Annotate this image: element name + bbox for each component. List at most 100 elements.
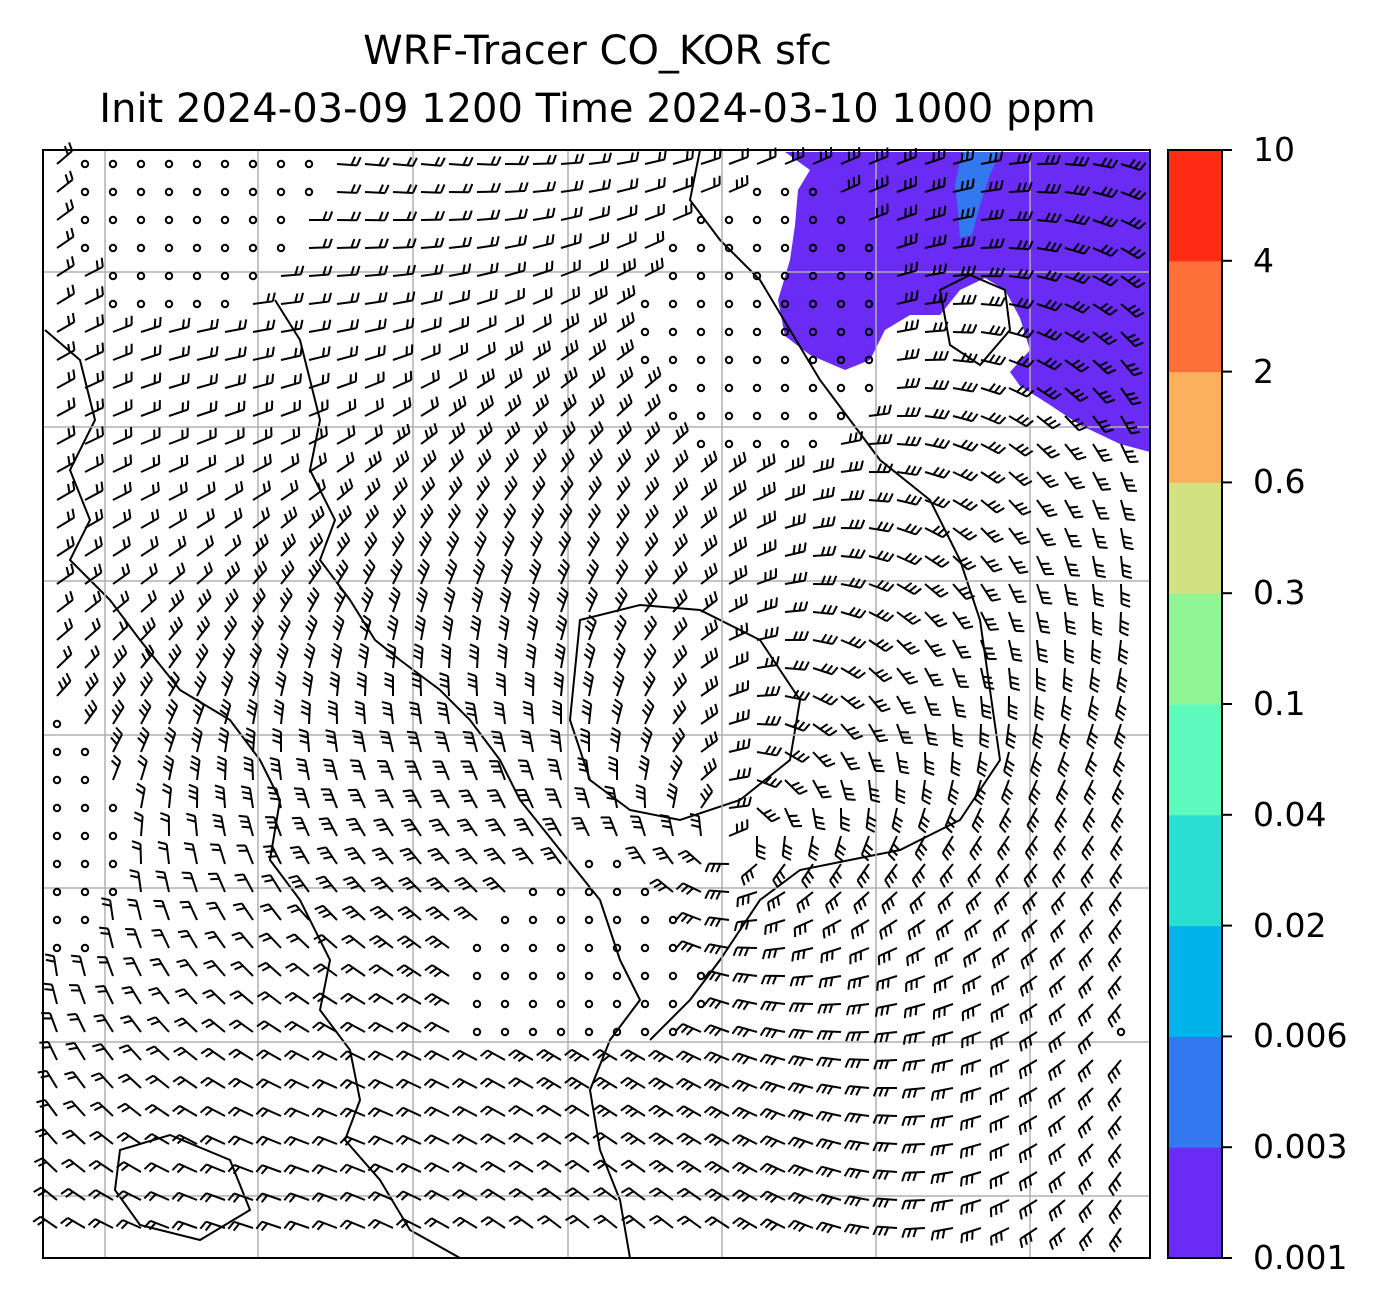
wind-barb bbox=[308, 319, 332, 333]
wind-barb bbox=[247, 670, 260, 697]
wind-barb bbox=[952, 149, 975, 165]
wind-barb bbox=[532, 260, 554, 277]
wind-barb bbox=[580, 727, 590, 753]
colorbar-segment bbox=[1168, 1036, 1222, 1148]
wind-barb bbox=[644, 204, 665, 221]
wind-barb bbox=[36, 1098, 58, 1117]
wind-barb bbox=[868, 723, 889, 743]
calm-marker bbox=[864, 243, 874, 253]
wind-barb bbox=[227, 1106, 254, 1117]
wind-barb bbox=[196, 561, 213, 585]
wind-barb bbox=[689, 812, 702, 837]
wind-barb bbox=[924, 350, 949, 361]
wind-barb bbox=[283, 1192, 310, 1203]
wind-barb bbox=[728, 651, 749, 669]
wind-barb bbox=[448, 210, 473, 221]
wind-barb bbox=[476, 448, 492, 473]
wind-barb bbox=[56, 312, 76, 333]
wind-barb bbox=[812, 575, 838, 586]
calm-marker bbox=[556, 1027, 566, 1037]
wind-barb bbox=[700, 675, 719, 697]
wind-barb bbox=[313, 934, 338, 949]
wind-barb bbox=[536, 1132, 562, 1145]
wind-barb bbox=[56, 227, 75, 249]
wind-barb bbox=[963, 947, 982, 968]
wind-barb bbox=[168, 643, 182, 669]
wind-barb bbox=[392, 477, 408, 501]
wind-barb bbox=[582, 670, 594, 697]
wind-barb bbox=[336, 211, 362, 222]
wind-barb bbox=[895, 779, 906, 805]
wind-barb bbox=[620, 1132, 646, 1146]
wind-barb bbox=[1022, 891, 1038, 916]
calm-marker bbox=[584, 999, 594, 1009]
colorbar-tick-label: 0.006 bbox=[1253, 1016, 1348, 1056]
wind-barb bbox=[868, 147, 889, 165]
wind-barb bbox=[560, 313, 580, 333]
wind-barb bbox=[544, 788, 562, 809]
wind-barb bbox=[138, 698, 152, 725]
wind-barb bbox=[540, 846, 562, 865]
wind-barb bbox=[1108, 919, 1122, 945]
wind-barb bbox=[850, 919, 870, 940]
wind-barb bbox=[517, 759, 534, 781]
wind-barb bbox=[980, 151, 1004, 165]
wind-barb bbox=[193, 670, 207, 697]
wind-barb bbox=[675, 1077, 702, 1091]
wind-barb bbox=[392, 238, 417, 249]
wind-barb bbox=[112, 343, 133, 361]
wind-barb bbox=[125, 928, 142, 949]
wind-barb bbox=[625, 846, 646, 865]
wind-barb bbox=[1081, 835, 1095, 861]
calm-marker bbox=[780, 243, 790, 253]
wind-barb bbox=[224, 588, 239, 613]
wind-barb bbox=[644, 366, 662, 389]
calm-marker bbox=[108, 859, 118, 869]
calm-marker bbox=[584, 971, 594, 981]
wind-barb bbox=[704, 889, 730, 900]
wind-barb bbox=[960, 1199, 982, 1215]
wind-barb bbox=[952, 352, 978, 364]
wind-barb bbox=[1080, 863, 1094, 889]
wind-barb bbox=[840, 431, 864, 445]
wind-barb bbox=[196, 400, 218, 417]
wind-barb bbox=[593, 1214, 618, 1229]
wind-barb bbox=[377, 760, 394, 781]
calm-marker bbox=[640, 1027, 650, 1037]
wind-barb bbox=[479, 1077, 506, 1089]
wind-barb bbox=[907, 919, 926, 941]
wind-barb bbox=[787, 1082, 814, 1094]
wind-barb bbox=[530, 530, 543, 557]
wind-barb bbox=[840, 751, 861, 771]
wind-barb bbox=[952, 555, 977, 571]
wind-barb bbox=[1064, 443, 1087, 461]
wind-barb bbox=[140, 454, 161, 473]
calm-marker bbox=[556, 999, 566, 1009]
wind-barb bbox=[120, 1015, 142, 1033]
wind-barb bbox=[112, 399, 133, 417]
wind-barb bbox=[84, 286, 104, 305]
wind-barb bbox=[731, 1052, 758, 1065]
calm-marker bbox=[780, 439, 790, 449]
wind-barb bbox=[1018, 1171, 1038, 1192]
wind-barb bbox=[482, 876, 506, 893]
wind-barb bbox=[296, 757, 310, 781]
wind-barb bbox=[471, 586, 484, 613]
calm-marker bbox=[808, 215, 818, 225]
wind-barb bbox=[199, 1134, 226, 1146]
wind-barb bbox=[614, 614, 627, 641]
wind-barb bbox=[479, 1049, 506, 1061]
wind-barb bbox=[479, 1105, 506, 1117]
calm-marker bbox=[528, 1027, 538, 1037]
wind-barb bbox=[395, 1021, 422, 1033]
wind-barb bbox=[756, 510, 777, 529]
wind-barb bbox=[118, 1044, 142, 1061]
calm-marker bbox=[752, 299, 762, 309]
wind-barb bbox=[424, 993, 450, 1006]
wind-barb bbox=[364, 291, 388, 305]
wind-barb bbox=[311, 1220, 338, 1231]
wind-barb bbox=[1107, 1143, 1122, 1168]
wind-barb bbox=[641, 698, 655, 725]
wind-barb bbox=[340, 992, 366, 1005]
wind-barb bbox=[812, 545, 837, 557]
